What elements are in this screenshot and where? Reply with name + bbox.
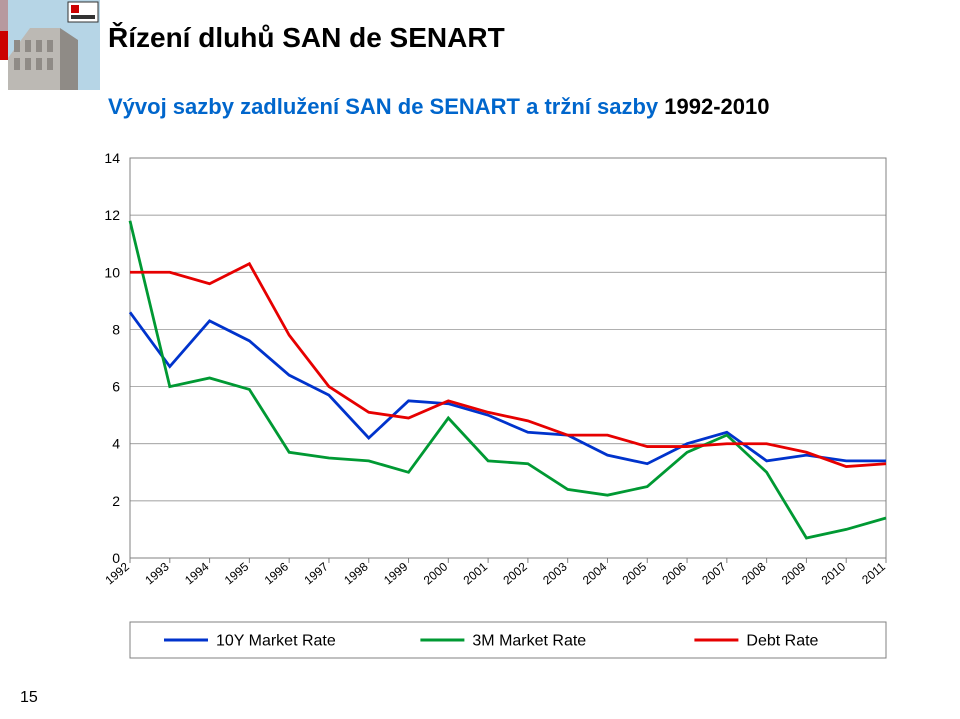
svg-text:1993: 1993: [142, 559, 172, 587]
svg-text:3M Market Rate: 3M Market Rate: [472, 633, 586, 650]
svg-text:Debt Rate: Debt Rate: [746, 633, 818, 650]
svg-text:1997: 1997: [301, 559, 331, 587]
svg-text:2008: 2008: [739, 559, 769, 587]
svg-text:4: 4: [112, 436, 120, 452]
svg-text:1992: 1992: [102, 559, 132, 587]
decorative-left-strip: [0, 0, 8, 31]
svg-text:6: 6: [112, 379, 120, 395]
svg-text:2001: 2001: [461, 559, 491, 587]
page-subtitle: Vývoj sazby zadlužení SAN de SENART a tr…: [108, 94, 769, 120]
svg-text:2004: 2004: [580, 559, 610, 587]
subtitle-prefix: Vývoj sazby zadlužení SAN de SENART a tr…: [108, 94, 664, 119]
svg-text:2003: 2003: [540, 559, 570, 587]
svg-text:2002: 2002: [500, 559, 530, 587]
subtitle-years: 1992-2010: [664, 94, 769, 119]
svg-text:10Y Market Rate: 10Y Market Rate: [216, 633, 336, 650]
svg-text:2011: 2011: [859, 559, 888, 587]
svg-text:2: 2: [112, 493, 120, 509]
svg-text:1994: 1994: [182, 559, 212, 587]
line-chart: 0246810121419921993199419951996199719981…: [78, 148, 896, 668]
header-building-photo: [8, 0, 100, 90]
svg-text:1996: 1996: [262, 559, 292, 587]
page-title: Řízení dluhů SAN de SENART: [108, 22, 505, 54]
svg-text:2010: 2010: [819, 559, 849, 587]
svg-text:1995: 1995: [222, 559, 252, 587]
svg-text:2000: 2000: [421, 559, 451, 587]
svg-text:1998: 1998: [341, 559, 371, 587]
svg-text:1999: 1999: [381, 559, 411, 587]
svg-text:8: 8: [112, 321, 120, 337]
svg-text:2007: 2007: [699, 559, 729, 587]
svg-text:2009: 2009: [779, 559, 809, 587]
svg-text:12: 12: [104, 207, 120, 223]
svg-text:14: 14: [104, 150, 120, 166]
svg-text:2005: 2005: [620, 559, 650, 587]
page-number: 15: [20, 689, 38, 707]
svg-text:2006: 2006: [660, 559, 690, 587]
svg-text:10: 10: [104, 264, 120, 280]
